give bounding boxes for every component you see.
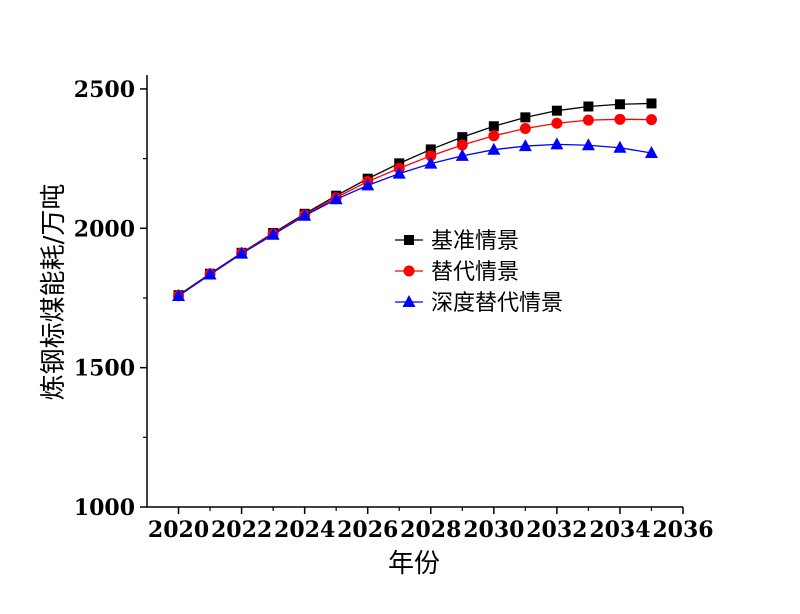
data-point [519,123,531,135]
data-point [644,146,658,159]
data-point [646,98,657,109]
legend-marker [402,295,416,307]
data-point [392,166,406,179]
data-point [457,132,468,143]
series-1 [173,98,657,301]
y-tick-label: 1500 [74,356,135,382]
data-point [456,139,468,151]
legend-label: 深度替代情景 [431,291,563,316]
series-layer [172,98,658,302]
data-point [551,105,562,116]
series-line [178,118,652,297]
data-point [614,99,625,110]
data-point [235,246,249,259]
x-tick-label: 2024 [274,517,335,543]
data-point [613,140,627,153]
data-point [550,137,564,150]
x-tick-label: 2030 [463,517,524,543]
x-tick-label: 2034 [589,517,650,543]
legend-marker [403,265,415,277]
x-axis-title: 年份 [388,549,440,579]
x-tick-label: 2032 [526,517,587,543]
data-point [487,142,501,155]
data-point [424,156,438,169]
legend-label: 基准情景 [431,229,519,254]
data-point [425,150,437,162]
x-tick-label: 2028 [400,517,461,543]
data-point [520,112,531,123]
data-point [329,192,343,205]
y-axis-title: 炼钢标煤能耗/万吨 [39,184,69,401]
y-tick-label: 1000 [74,495,135,521]
y-tick-label: 2000 [74,216,135,242]
data-point [361,178,375,191]
legend-item-3: 深度替代情景 [395,291,563,316]
x-tick-label: 2036 [652,517,713,543]
legend-item-2: 替代情景 [395,260,519,285]
series-2 [173,113,657,302]
data-point [645,114,657,126]
legend-label: 替代情景 [431,260,519,285]
ticks: 2020 2022 2024 2026 2028 2030 2032 2034 2036 1000… [74,77,714,543]
data-point [455,148,469,161]
data-point [582,114,594,126]
data-point [203,267,217,280]
data-point [172,289,186,302]
series-line [178,102,652,296]
data-point [518,139,532,152]
series-3 [172,137,658,302]
data-point [298,208,312,221]
data-point [581,138,595,151]
y-tick-label: 2500 [74,77,135,103]
x-tick-label: 2022 [211,517,272,543]
data-point [266,227,280,240]
data-point [614,113,626,125]
data-point [488,121,499,132]
x-tick-label: 2026 [337,517,398,543]
series-line [178,143,652,297]
axes [146,75,683,508]
data-point [583,101,594,112]
legend-item-1: 基准情景 [395,229,519,254]
legend-marker [404,235,414,245]
x-tick-label: 2020 [148,517,209,543]
data-point [488,130,500,142]
data-point [425,144,436,155]
data-point [551,117,563,129]
